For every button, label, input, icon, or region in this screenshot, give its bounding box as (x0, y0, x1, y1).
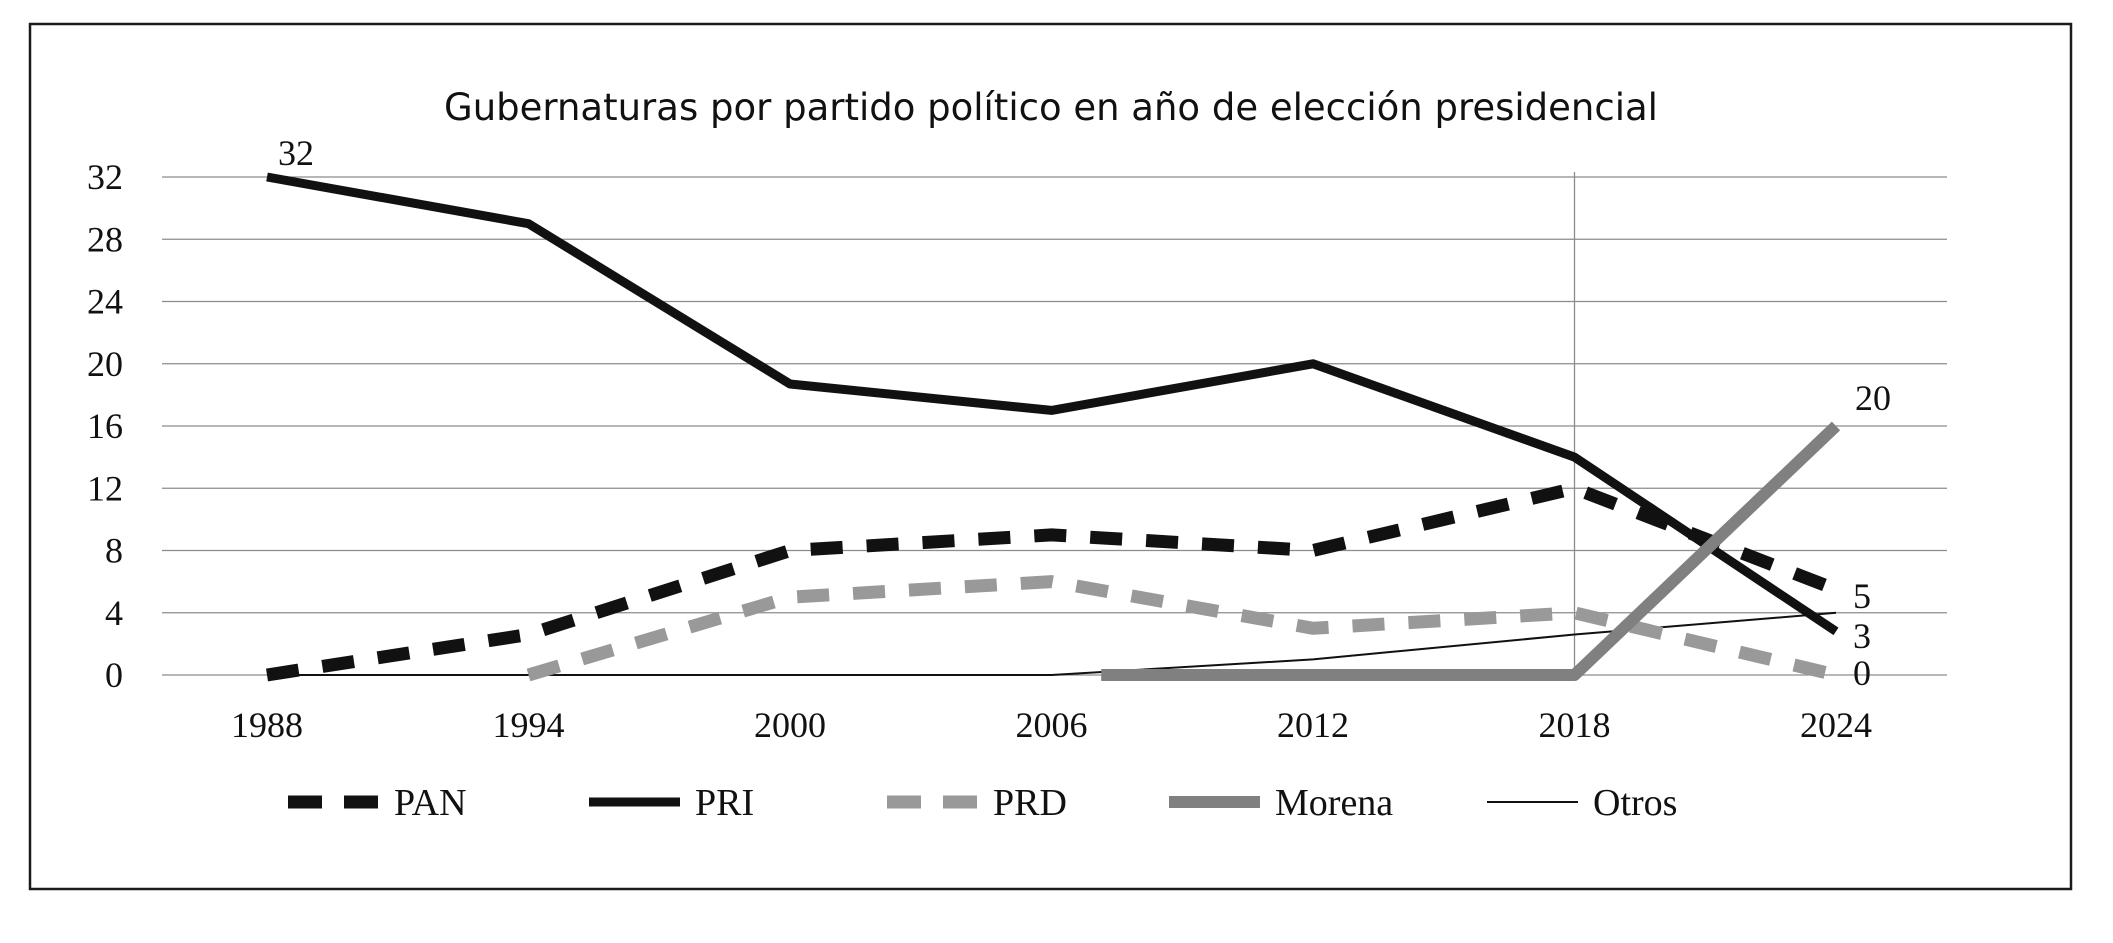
x-tick-label: 2018 (1539, 705, 1611, 745)
data-point-pan-1994 (528, 634, 529, 635)
series-line-morena (1101, 421, 1841, 681)
series-line-prd (526, 575, 1838, 682)
chart-title: Gubernaturas por partido político en año… (444, 86, 1658, 129)
y-tick-label: 4 (105, 593, 123, 633)
legend-label: PRD (993, 782, 1067, 824)
data-point-prd-2000 (790, 597, 791, 598)
chart-frame (28, 22, 2073, 891)
series-lines (266, 172, 1841, 682)
legend-label: Otros (1593, 782, 1677, 824)
y-tick-label: 12 (87, 468, 123, 508)
legend-item-prd: PRD (887, 782, 1067, 824)
legend-item-otros: Otros (1487, 782, 1677, 824)
legend-item-pan: PAN (288, 782, 467, 824)
legend: PAN PRI PRD Morena Otros (288, 782, 1677, 824)
series-line-pan (266, 481, 1839, 682)
y-tick-label: 16 (87, 406, 123, 446)
x-tick-label: 2012 (1277, 705, 1349, 745)
x-tick-label: 2000 (754, 705, 826, 745)
y-tick-label: 8 (105, 531, 123, 571)
data-label-prd-2024: 0 (1853, 653, 1871, 693)
legend-label: PAN (394, 782, 467, 824)
legend-item-pri: PRI (589, 782, 754, 824)
x-axis-ticks: 1988 1994 2000 2006 2012 2018 2024 (231, 705, 1872, 745)
x-tick-label: 1994 (493, 705, 565, 745)
y-tick-label: 24 (87, 282, 123, 322)
data-label-morena-2024: 20 (1855, 378, 1891, 418)
data-label-pri-1988: 32 (278, 133, 314, 173)
data-labels: 32 20 530 (278, 133, 1891, 693)
y-tick-label: 20 (87, 344, 123, 384)
data-point-pan-2024 (1836, 589, 1837, 590)
x-tick-label: 1988 (231, 705, 303, 745)
y-tick-label: 0 (105, 655, 123, 695)
y-axis-ticks: 0 4 8 12 16 20 24 28 32 (87, 157, 123, 695)
x-tick-label: 2024 (1800, 705, 1872, 745)
data-label-pan-2024: 5 (1853, 576, 1871, 616)
series-line-pri (266, 172, 1839, 636)
legend-item-morena: Morena (1169, 782, 1393, 824)
y-tick-label: 32 (87, 157, 123, 197)
y-tick-label: 28 (87, 219, 123, 259)
data-label-pri-2024: 3 (1853, 616, 1871, 656)
legend-label: Morena (1275, 782, 1393, 824)
gridlines (162, 172, 1947, 676)
x-tick-label: 2006 (1016, 705, 1088, 745)
legend-label: PRI (695, 782, 754, 824)
